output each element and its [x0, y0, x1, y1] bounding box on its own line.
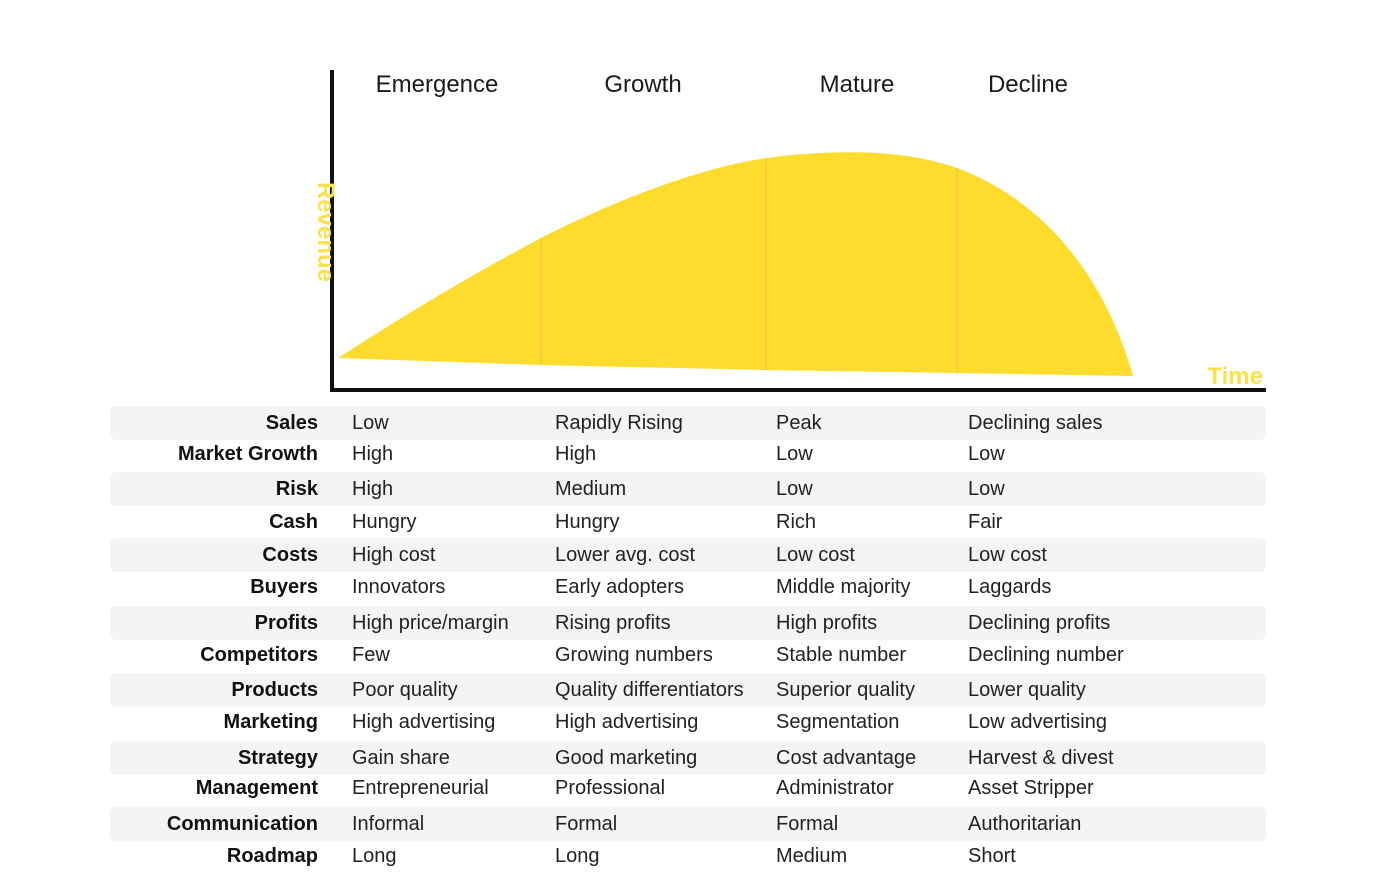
table-cell: Quality differentiators — [555, 679, 744, 701]
table-cell: Harvest & divest — [968, 747, 1114, 769]
table-cell: Good marketing — [555, 747, 698, 769]
table-cell: Rapidly Rising — [555, 412, 683, 434]
table-row: Products Poor quality Quality differentiat… — [110, 673, 1266, 707]
row-label: Buyers — [250, 576, 318, 598]
table-cell: Low — [968, 478, 1005, 500]
row-label: Roadmap — [226, 845, 318, 867]
table-cell: Low cost — [968, 544, 1047, 566]
table-cell: High price/margin — [352, 612, 509, 634]
table-cell: Segmentation — [776, 711, 900, 733]
table-row: Strategy Gain share Good marketing Cost adv… — [110, 741, 1266, 775]
table-row: Competitors Few Growing numbers Stable numb… — [110, 638, 1266, 672]
table-cell: Administrator — [776, 777, 894, 799]
table-cell: High — [555, 443, 597, 465]
lifecycle-chart: Emergence Growth Mature Decline Revenue … — [312, 70, 1266, 392]
table-row: Roadmap Long Long Medium Short — [110, 839, 1266, 873]
table-cell: Lower quality — [968, 679, 1086, 701]
y-axis-label: Revenue — [312, 182, 339, 282]
table-cell: Low — [776, 478, 813, 500]
table-cell: Stable number — [776, 644, 907, 666]
table-cell: Formal — [555, 813, 618, 835]
table-cell: Asset Stripper — [968, 777, 1094, 799]
table-cell: Professional — [555, 777, 666, 799]
table-cell: Lower avg. cost — [555, 544, 696, 566]
table-cell: Poor quality — [352, 679, 458, 701]
table-row: Risk High Medium Low Low — [110, 472, 1266, 506]
row-label: Cash — [269, 511, 318, 533]
table-cell: Few — [352, 644, 390, 666]
table-cell: Growing numbers — [555, 644, 713, 666]
table-cell: Middle majority — [776, 576, 911, 598]
table-cell: Rich — [776, 511, 817, 533]
stage-label-decline: Decline — [988, 71, 1068, 98]
row-label: Risk — [275, 478, 318, 500]
table-row: Costs High cost Lower avg. cost Low cost Low… — [110, 538, 1266, 572]
stage-label-emergence: Emergence — [376, 71, 499, 98]
table-cell: Low — [352, 412, 389, 434]
table-row: Sales Low Rapidly Rising Peak Declining sale… — [110, 406, 1266, 440]
row-label: Management — [195, 777, 318, 799]
table-cell: Authoritarian — [968, 813, 1082, 835]
table-cell: High — [352, 443, 394, 465]
revenue-curve-area — [338, 152, 1133, 376]
table-cell: Peak — [776, 412, 822, 434]
row-label: Products — [231, 679, 318, 701]
table-cell: Short — [968, 845, 1016, 867]
row-label: Competitors — [200, 644, 318, 666]
table-cell: Cost advantage — [776, 747, 917, 769]
table-cell: Entrepreneurial — [352, 777, 489, 799]
table-cell: High — [352, 478, 394, 500]
table-cell: Hungry — [352, 511, 417, 533]
table-cell: Declining sales — [968, 412, 1103, 434]
table-cell: High profits — [776, 612, 878, 634]
table-cell: Gain share — [352, 747, 450, 769]
table-row: Buyers Innovators Early adopters Middle maj… — [110, 570, 1266, 604]
table-cell: Low cost — [776, 544, 855, 566]
table-cell: High advertising — [352, 711, 496, 733]
table-cell: Long — [352, 845, 397, 867]
row-label: Communication — [166, 813, 318, 835]
table-row: Profits High price/margin Rising profits Hi… — [110, 606, 1266, 640]
table-cell: Formal — [776, 813, 839, 835]
row-label: Costs — [262, 544, 318, 566]
row-label: Profits — [254, 612, 318, 634]
table-cell: Low advertising — [968, 711, 1107, 733]
table-cell: Long — [555, 845, 600, 867]
row-label: Market Growth — [177, 443, 318, 465]
table-cell: Low — [968, 443, 1005, 465]
row-label: Sales — [265, 412, 318, 434]
table-cell: Declining profits — [968, 612, 1111, 634]
table-cell: Declining number — [968, 644, 1124, 666]
table-row: Marketing High advertising High advertisin… — [110, 705, 1266, 739]
table-cell: Rising profits — [555, 612, 671, 634]
table-cell: Low — [776, 443, 813, 465]
table-row: Market Growth High High Low Low — [110, 437, 1266, 471]
table-cell: High advertising — [555, 711, 699, 733]
table-cell: Fair — [968, 511, 1003, 533]
x-axis-label: Time — [1207, 363, 1263, 390]
stage-label-growth: Growth — [604, 71, 681, 98]
table-cell: Superior quality — [776, 679, 915, 701]
table-cell: Informal — [352, 813, 425, 835]
table-cell: Hungry — [555, 511, 620, 533]
table-cell: Medium — [555, 478, 627, 500]
table-row: Cash Hungry Hungry Rich Fair — [110, 505, 1266, 539]
table-cell: Laggards — [968, 576, 1052, 598]
table-cell: High cost — [352, 544, 436, 566]
table-cell: Early adopters — [555, 576, 684, 598]
stage-label-mature: Mature — [820, 71, 895, 98]
table-cell: Innovators — [352, 576, 446, 598]
table-row: Management Entrepreneurial Professional Adm… — [110, 771, 1266, 805]
row-label: Strategy — [237, 747, 318, 769]
row-label: Marketing — [223, 711, 318, 733]
table-cell: Medium — [776, 845, 848, 867]
table-row: Communication Informal Formal Formal Authori… — [110, 807, 1266, 841]
